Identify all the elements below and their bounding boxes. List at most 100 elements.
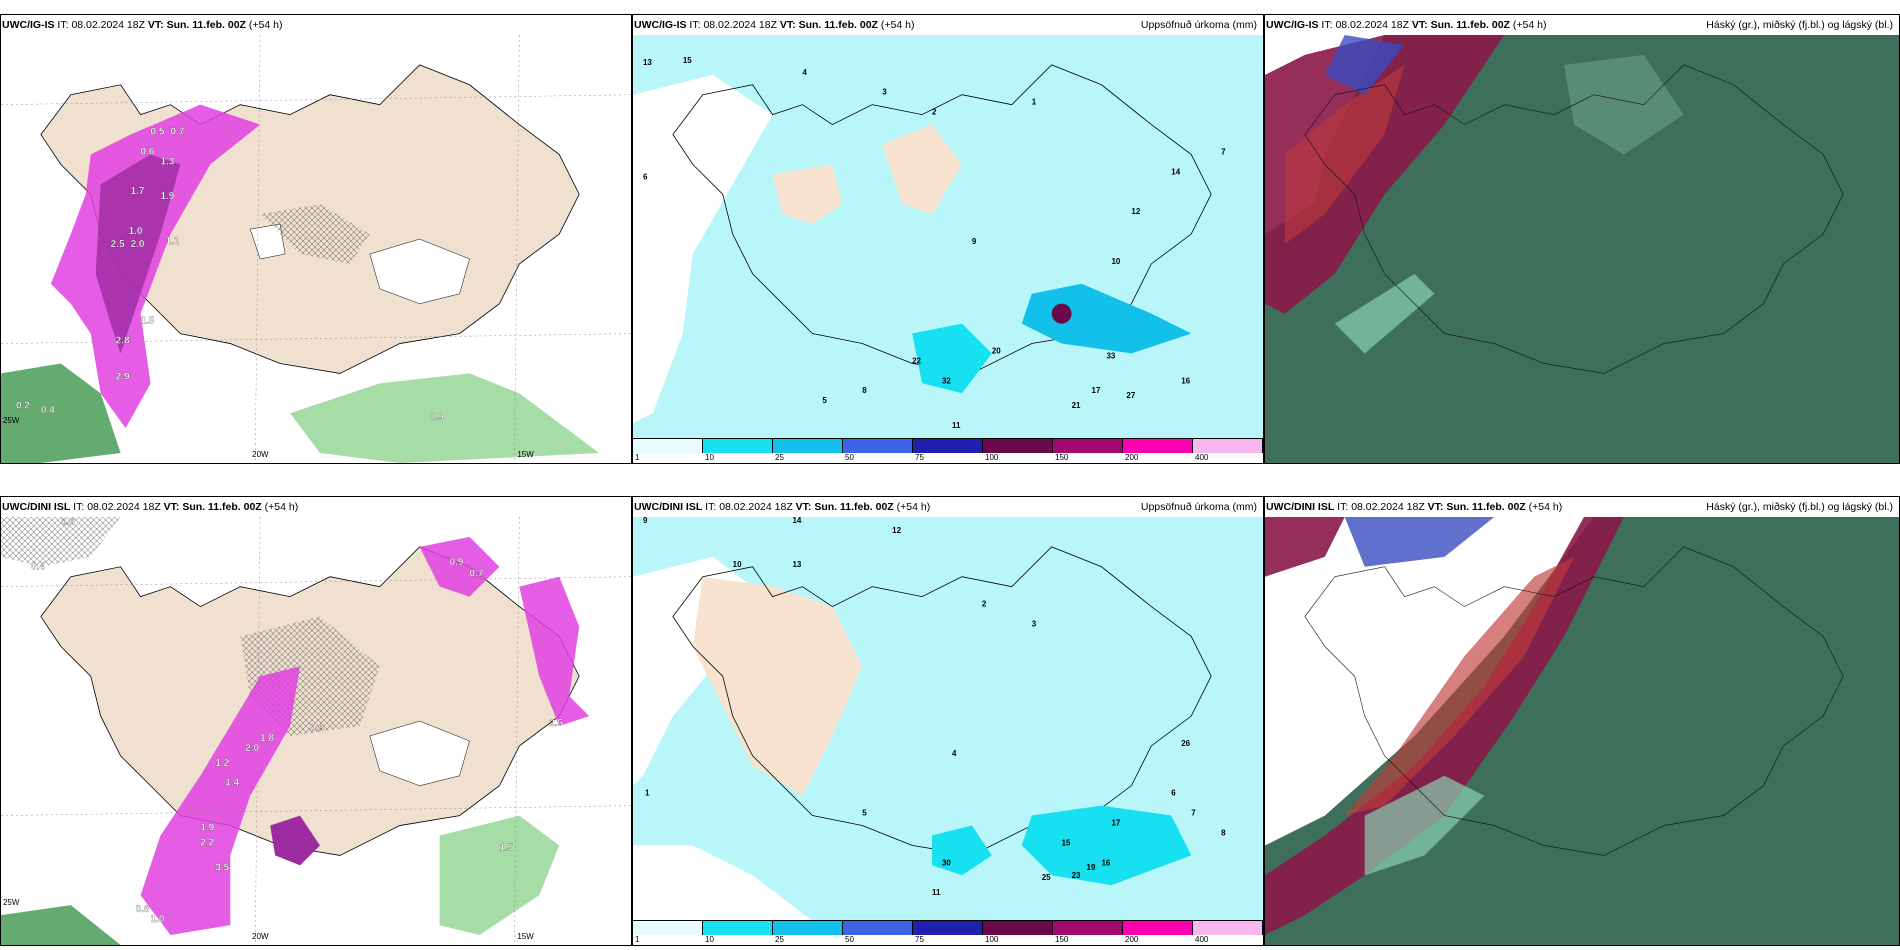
svg-text:1: 1 — [1032, 98, 1037, 107]
svg-text:2.9: 2.9 — [116, 371, 130, 382]
svg-text:30: 30 — [942, 858, 951, 867]
panel-precip-igis: UWC/IG-IS IT: 08.02.2024 18Z VT: Sun. 11… — [632, 14, 1264, 464]
high-cloud — [1265, 35, 1505, 314]
svg-text:14: 14 — [1171, 167, 1180, 176]
svg-text:0.4: 0.4 — [41, 405, 55, 416]
it-label: IT: — [1321, 19, 1333, 31]
lon-label-left: 25W — [3, 416, 20, 425]
snow-value-labels: 0.5 0.7 0.6 1.0 1.3 1.7 1.9 2.0 2.5 2.8 … — [16, 126, 444, 423]
snow-value-labels: 0.9 0.7 1.0 1.2 1.4 1.9 2.2 3.5 2.0 1.8 … — [31, 517, 564, 925]
svg-text:25: 25 — [1042, 873, 1051, 882]
colorbar-segment — [633, 921, 703, 935]
rain-area — [1, 363, 121, 463]
map-clouds[interactable] — [1265, 517, 1899, 945]
no-precip-area — [633, 845, 813, 921]
it-label: IT: — [57, 19, 69, 31]
precip-value-labels: 9 14 12 10 13 5 4 3 2 1 7 8 6 11 15 16 1… — [643, 517, 1226, 897]
svg-text:1.5: 1.5 — [141, 316, 155, 327]
svg-text:27: 27 — [1126, 391, 1135, 400]
clouds-map-svg — [1265, 517, 1899, 945]
rain-area — [1, 905, 121, 945]
vt-label: VT: — [163, 501, 180, 513]
colorbar-segment — [1053, 439, 1123, 453]
svg-text:1: 1 — [645, 789, 650, 798]
snow-core — [270, 815, 320, 866]
svg-text:20: 20 — [992, 346, 1001, 355]
snow-band — [419, 536, 500, 597]
svg-text:17: 17 — [1111, 818, 1120, 827]
svg-text:1.9: 1.9 — [200, 823, 214, 834]
panel-snow-dini: UWC/DINI ISL IT: 08.02.2024 18Z VT: Sun.… — [0, 496, 632, 946]
svg-text:0.6: 0.6 — [61, 517, 75, 528]
no-precip-land — [882, 124, 962, 215]
lead-time: (+54 h) — [248, 19, 283, 31]
valid-time: Sun. 11.feb. 00Z — [798, 19, 878, 31]
svg-text:13: 13 — [643, 58, 652, 67]
svg-text:0.6: 0.6 — [141, 146, 155, 157]
mid-cloud — [1344, 517, 1495, 567]
svg-text:22: 22 — [912, 356, 921, 365]
model-name: UWC/DINI ISL — [1266, 501, 1335, 513]
lead-time: (+54 h) — [1512, 19, 1547, 31]
mint-edge — [1334, 273, 1435, 354]
it-label: IT: — [689, 19, 701, 31]
map-precip[interactable]: 9 14 12 10 13 5 4 3 2 1 7 8 6 11 15 16 1… — [633, 517, 1263, 921]
colorbar-tick-label: 400 — [1195, 453, 1209, 462]
map-snow[interactable]: 20W 15W 25W 0.9 0.7 1.0 1.2 1.4 1.9 2.2 … — [1, 517, 631, 945]
svg-text:0.8: 0.8 — [136, 904, 150, 915]
svg-text:6: 6 — [643, 172, 648, 181]
map-clouds[interactable] — [1265, 35, 1899, 463]
high-cloud — [1265, 517, 1345, 577]
high-cloud-edge — [1344, 556, 1575, 816]
lon-label: 15W — [517, 450, 534, 459]
panel-header: UWC/IG-IS IT: 08.02.2024 18Z VT: Sun. 11… — [633, 15, 1263, 35]
colorbar-segment — [843, 439, 913, 453]
colorbar-tick-label: 400 — [1195, 935, 1209, 944]
colorbar-segment — [1053, 921, 1123, 935]
heavy-precip — [932, 825, 992, 876]
iceland-coast — [672, 546, 1212, 856]
svg-text:8: 8 — [1221, 828, 1226, 837]
svg-text:2.8: 2.8 — [116, 336, 130, 347]
heavy-precip — [912, 323, 992, 394]
svg-text:0.7: 0.7 — [470, 569, 484, 580]
colorbar-segment — [1193, 921, 1263, 935]
panel-header: UWC/DINI ISL IT: 08.02.2024 18Z VT: Sun.… — [1265, 497, 1899, 517]
svg-text:10: 10 — [1111, 257, 1120, 266]
map-precip[interactable]: 13 15 4 3 2 1 6 9 10 12 14 20 22 32 33 1… — [633, 35, 1263, 439]
colorbar-tick-label: 1 — [635, 453, 640, 462]
heavy-precip — [1021, 283, 1192, 354]
vt-label: VT: — [795, 501, 812, 513]
colorbar-tick-label: 75 — [915, 935, 924, 944]
svg-text:7: 7 — [1221, 147, 1226, 156]
svg-text:5: 5 — [822, 396, 827, 405]
lon-label: 15W — [517, 932, 534, 941]
valid-time: Sun. 11.feb. 00Z — [1430, 19, 1510, 31]
vt-label: VT: — [779, 19, 796, 31]
clouds-map-svg — [1265, 35, 1899, 463]
valid-time: Sun. 11.feb. 00Z — [1446, 501, 1526, 513]
snow-core — [95, 154, 181, 354]
svg-text:2: 2 — [932, 108, 937, 117]
rain-area — [439, 815, 560, 936]
svg-text:2.0: 2.0 — [245, 743, 259, 754]
precip-max — [1051, 303, 1072, 324]
iceland-coast — [1304, 64, 1844, 374]
map-snow[interactable]: 20W 15W 25W 0.5 0.7 0.6 1.0 1.3 1.7 1.9 … — [1, 35, 631, 463]
no-precip-land — [772, 164, 843, 225]
svg-text:32: 32 — [942, 376, 951, 385]
colorbar-tick-label: 50 — [845, 453, 854, 462]
svg-text:13: 13 — [792, 560, 801, 569]
svg-text:1.5: 1.5 — [499, 842, 513, 853]
svg-text:1.4: 1.4 — [225, 778, 239, 789]
model-name: UWC/IG-IS — [2, 19, 55, 31]
svg-text:2.2: 2.2 — [200, 837, 214, 848]
panel-title: Uppsöfnuð úrkoma (mm) — [1140, 501, 1257, 513]
colorbar-segment — [703, 439, 773, 453]
model-name: UWC/DINI ISL — [634, 501, 703, 513]
valid-time: Sun. 11.feb. 00Z — [166, 19, 246, 31]
svg-text:10: 10 — [733, 560, 742, 569]
svg-text:15: 15 — [1062, 838, 1071, 847]
svg-text:17: 17 — [1092, 386, 1101, 395]
iceland-coast — [1304, 546, 1844, 856]
